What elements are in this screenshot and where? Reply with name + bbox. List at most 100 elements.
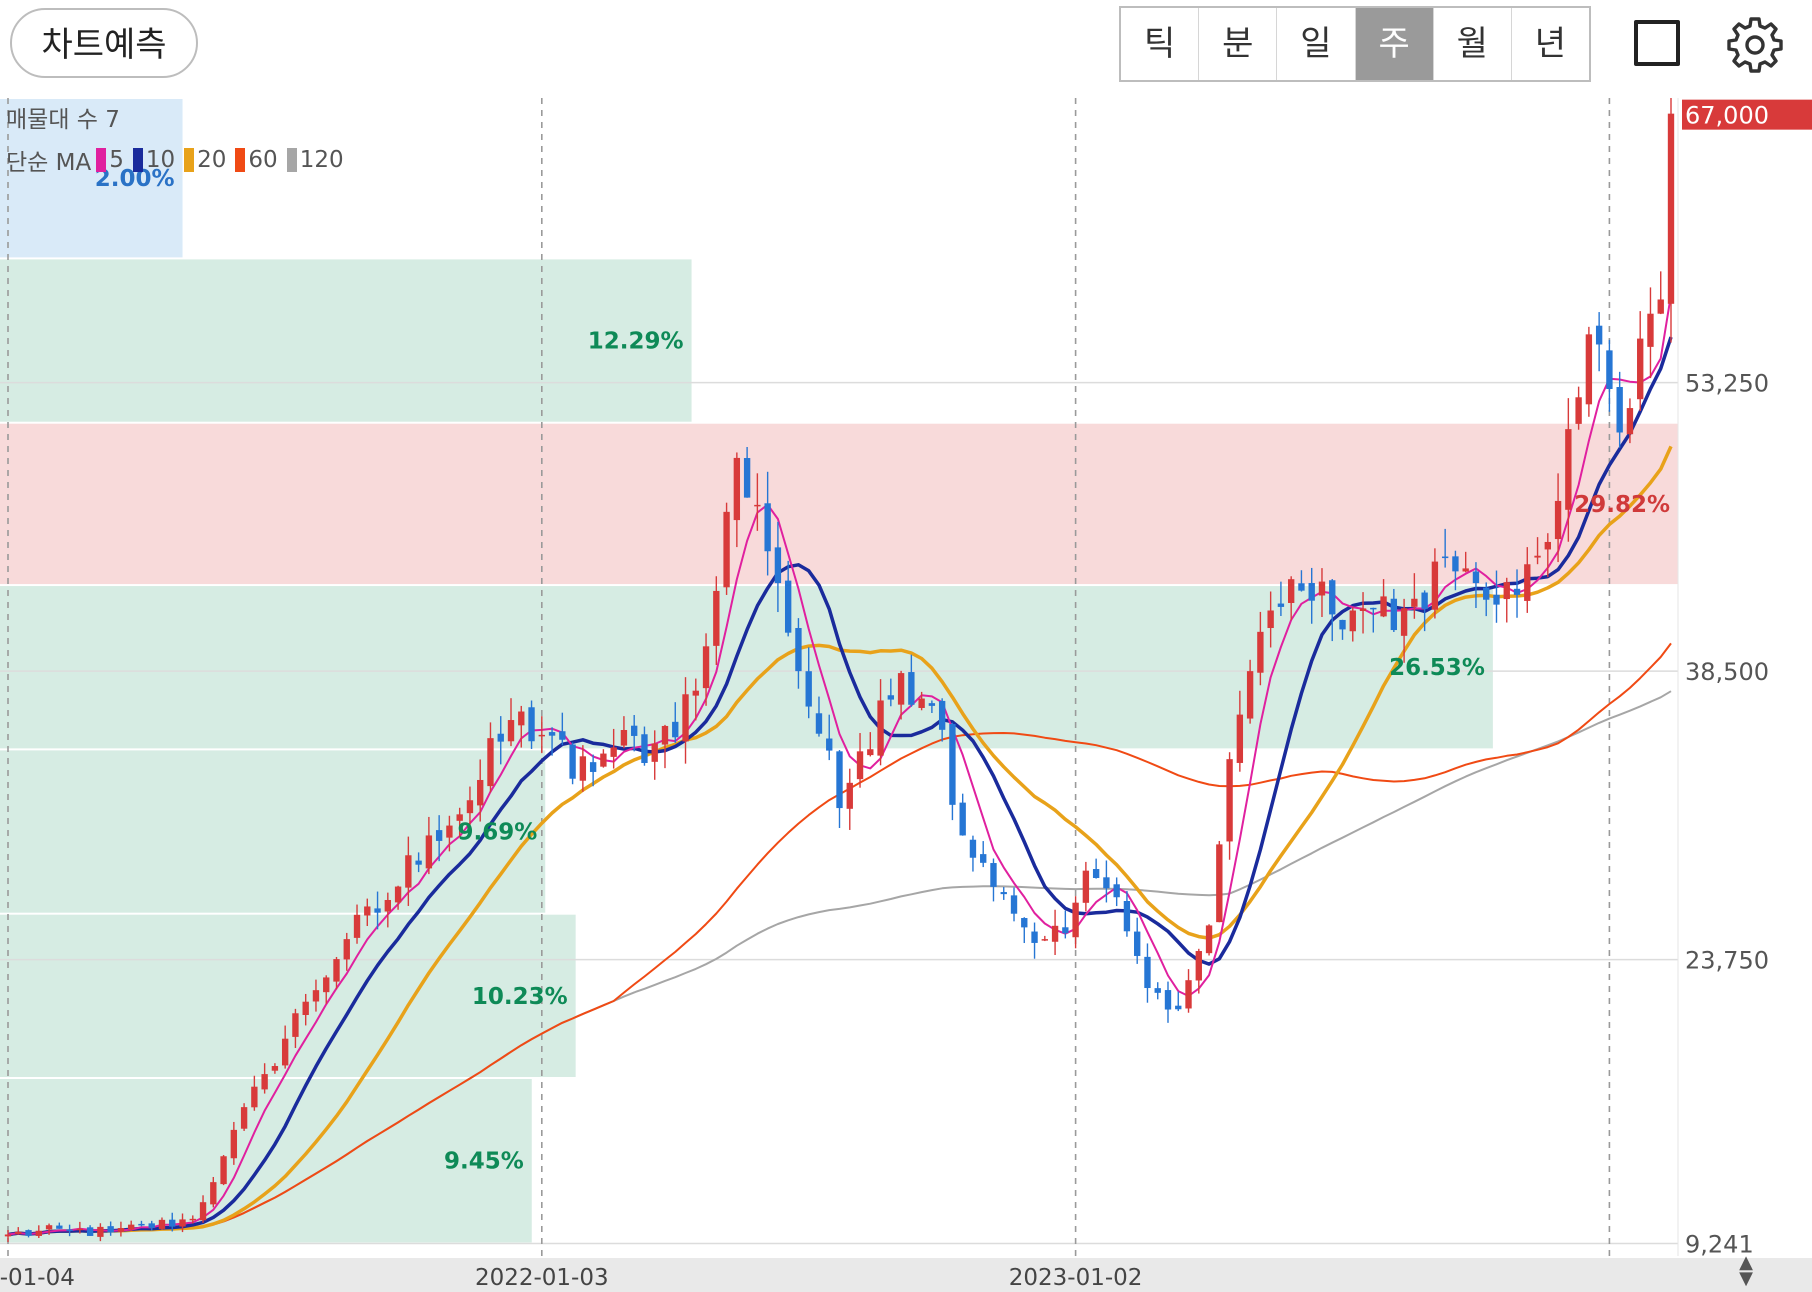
x-tick-label-0: 2021-01-04 xyxy=(0,1265,75,1291)
candle-body-122 xyxy=(1257,631,1264,673)
candle-body-89 xyxy=(918,698,925,708)
candle-body-48 xyxy=(497,733,504,742)
candle-body-6 xyxy=(66,1229,73,1231)
candle-body-56 xyxy=(579,756,587,781)
candle-body-63 xyxy=(651,743,658,762)
candle-body-96 xyxy=(990,863,997,887)
candle-body-161 xyxy=(1657,299,1664,314)
candle-body-134 xyxy=(1380,596,1387,617)
candle-body-40 xyxy=(415,860,422,865)
candle-body-157 xyxy=(1616,387,1623,433)
candle-body-102 xyxy=(1051,925,1059,942)
candle-body-66 xyxy=(682,694,689,742)
volume-profile-band-4 xyxy=(0,423,1678,585)
candle-body-67 xyxy=(692,690,699,696)
candle-body-57 xyxy=(589,762,597,772)
candle-body-91 xyxy=(938,700,946,730)
candle-body-75 xyxy=(774,547,782,584)
candle-body-69 xyxy=(713,590,720,646)
candle-body-22 xyxy=(230,1129,238,1159)
period-tab-0[interactable]: 틱 xyxy=(1121,8,1200,80)
candle-body-47 xyxy=(487,738,494,787)
y-tick-label-0: 53,250 xyxy=(1685,370,1769,398)
candle-body-119 xyxy=(1226,759,1233,842)
candle-body-142 xyxy=(1462,568,1469,572)
chart-predict-button[interactable]: 차트예측 xyxy=(10,8,198,78)
candle-body-162 xyxy=(1667,113,1675,304)
candle-body-138 xyxy=(1421,592,1428,609)
y-tick-label-3: 9,241 xyxy=(1685,1230,1754,1258)
candle-body-120 xyxy=(1236,714,1244,763)
volume-profile-band-2 xyxy=(0,750,546,913)
x-tick-label-2: 2023-01-02 xyxy=(1009,1265,1143,1291)
period-tab-5[interactable]: 년 xyxy=(1534,24,1567,64)
candle-body-52 xyxy=(538,734,545,737)
candle-body-70 xyxy=(723,511,730,588)
candle-body-11 xyxy=(117,1228,125,1232)
candle-body-64 xyxy=(661,725,669,745)
candle-body-140 xyxy=(1441,556,1449,559)
candle-body-143 xyxy=(1472,571,1480,584)
candle-body-133 xyxy=(1370,607,1377,610)
candle-body-46 xyxy=(477,779,484,806)
candle-body-126 xyxy=(1298,583,1305,591)
candle-body-77 xyxy=(795,628,802,672)
period-tab-3[interactable]: 주 xyxy=(1355,8,1434,80)
candle-body-36 xyxy=(374,908,381,913)
candle-body-79 xyxy=(815,713,823,734)
period-tab-2[interactable]: 일 xyxy=(1277,8,1356,80)
candle-body-123 xyxy=(1267,610,1274,629)
gear-icon[interactable] xyxy=(1726,16,1784,74)
volume-profile-label-1: 10.23% xyxy=(472,984,568,1010)
volume-profile-label-3: 26.53% xyxy=(1389,655,1485,681)
candle-body-65 xyxy=(672,721,679,738)
candle-body-144 xyxy=(1483,587,1490,600)
candle-body-24 xyxy=(251,1086,258,1108)
candle-body-62 xyxy=(641,734,648,763)
candle-body-19 xyxy=(199,1202,207,1221)
candle-body-113 xyxy=(1164,990,1172,1010)
candle-body-154 xyxy=(1585,334,1593,405)
candle-body-31 xyxy=(323,977,330,993)
candle-body-16 xyxy=(169,1219,176,1227)
scroll-updown-icon[interactable]: ▲ ▼ xyxy=(1739,1252,1753,1289)
ma-swatch-20 xyxy=(184,148,195,172)
volume-profile-label-4: 29.82% xyxy=(1574,492,1670,518)
candle-body-68 xyxy=(702,646,710,689)
price-chart[interactable]: 9.45% 10.23% 9.69% 26.53% 29.82% 12.29% 2.00% 5… xyxy=(0,98,1812,1292)
ma-swatch-120 xyxy=(286,148,297,172)
candle-body-81 xyxy=(836,751,843,809)
ma-legend-prefix: 단순 MA xyxy=(6,150,92,176)
candle-body-17 xyxy=(179,1219,186,1227)
candle-body-23 xyxy=(240,1107,248,1129)
candle-body-93 xyxy=(959,802,966,836)
period-tab-1[interactable]: 분 xyxy=(1199,8,1278,80)
candle-body-54 xyxy=(559,731,566,740)
candle-body-147 xyxy=(1513,588,1521,595)
candlestick-chart[interactable]: 9.45%10.23%9.69%26.53%29.82%12.29%2.00%5… xyxy=(0,98,1812,1292)
candle-body-129 xyxy=(1329,580,1336,615)
period-tab-4[interactable]: 월 xyxy=(1434,8,1512,80)
candle-body-10 xyxy=(107,1226,114,1233)
candle-body-112 xyxy=(1154,988,1161,993)
candle-body-156 xyxy=(1606,350,1613,389)
candle-body-109 xyxy=(1123,901,1131,932)
candle-body-78 xyxy=(805,671,812,707)
candle-body-131 xyxy=(1349,610,1356,632)
candle-body-106 xyxy=(1092,869,1100,878)
candle-body-108 xyxy=(1113,884,1120,898)
fullscreen-square-icon[interactable] xyxy=(1634,20,1680,66)
ma-period-5: 5 xyxy=(109,147,124,173)
volume-profile-label-0: 9.45% xyxy=(444,1149,524,1175)
candle-body-45 xyxy=(466,800,474,814)
candle-body-1 xyxy=(15,1231,22,1235)
candle-body-71 xyxy=(733,457,741,521)
candle-body-5 xyxy=(56,1225,63,1229)
candle-body-83 xyxy=(856,751,864,780)
candle-body-13 xyxy=(138,1223,145,1226)
candle-body-15 xyxy=(158,1219,166,1229)
candle-body-87 xyxy=(897,673,905,705)
ma-period-10: 10 xyxy=(145,147,176,173)
candle-body-9 xyxy=(97,1226,104,1237)
